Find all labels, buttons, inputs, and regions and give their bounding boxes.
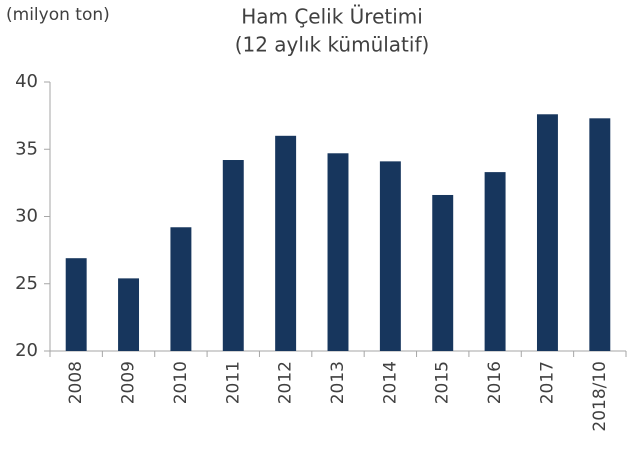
bar [65,258,87,351]
x-tick-label: 2012 [276,361,296,404]
y-tick-label: 25 [15,273,38,294]
bar [118,278,140,351]
y-tick-label: 40 [15,71,38,92]
bar [589,118,611,351]
x-tick-label: 2018/10 [590,361,610,432]
x-tick-label: 2009 [119,361,139,404]
x-tick-label: 2014 [380,361,400,404]
y-tick-label: 30 [15,206,38,227]
y-tick-label: 20 [15,340,38,361]
bar [536,114,558,351]
y-tick-label: 35 [15,138,38,159]
bar [222,160,244,351]
bar [327,153,349,351]
x-tick-label: 2011 [223,361,243,404]
bar [275,135,297,351]
x-tick-label: 2016 [485,361,505,404]
x-tick-label: 2008 [66,361,86,404]
x-tick-label: 2013 [328,361,348,404]
chart-title: Ham Çelik Üretimi [241,5,423,29]
y-axis-label: (milyon ton) [6,5,110,25]
x-tick-label: 2010 [171,361,191,404]
x-tick-label: 2015 [433,361,453,404]
bar [170,227,192,351]
x-tick-label: 2017 [537,361,557,404]
bar [484,172,506,351]
bar [432,194,454,351]
bar [379,161,401,351]
chart-subtitle: (12 aylık kümülatif) [235,33,430,57]
